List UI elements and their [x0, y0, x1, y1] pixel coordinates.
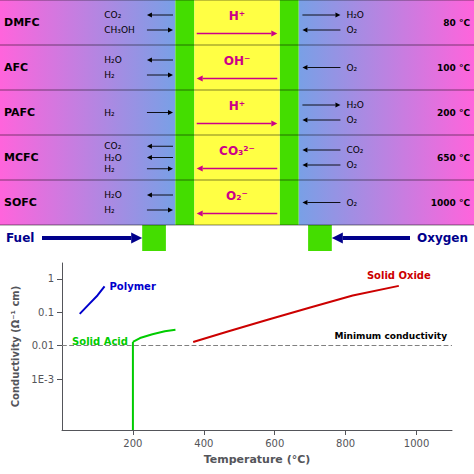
svg-text:H⁺: H⁺: [229, 99, 245, 113]
svg-text:Solid Acid: Solid Acid: [72, 336, 128, 348]
svg-text:Oxygen: Oxygen: [417, 231, 468, 245]
svg-text:MCFC: MCFC: [4, 151, 39, 164]
svg-text:O₂: O₂: [346, 160, 357, 170]
svg-text:DMFC: DMFC: [4, 16, 40, 29]
svg-text:H₂O: H₂O: [104, 190, 121, 200]
svg-text:200 °C: 200 °C: [437, 108, 470, 118]
svg-text:650 °C: 650 °C: [437, 153, 470, 163]
svg-text:CO₂: CO₂: [104, 141, 121, 151]
svg-text:1000 °C: 1000 °C: [431, 198, 471, 208]
svg-text:1: 1: [48, 273, 54, 284]
svg-text:0.01: 0.01: [32, 340, 54, 351]
svg-text:Conductivity (Ω⁻¹ cm): Conductivity (Ω⁻¹ cm): [10, 286, 21, 408]
svg-text:600: 600: [265, 438, 284, 449]
svg-text:O₂: O₂: [346, 63, 357, 73]
svg-text:H₂: H₂: [104, 108, 115, 118]
svg-text:400: 400: [194, 438, 213, 449]
svg-text:H₂O: H₂O: [346, 100, 363, 110]
svg-text:1E-3: 1E-3: [31, 374, 54, 385]
svg-text:CO₃²⁻: CO₃²⁻: [219, 144, 255, 158]
svg-text:Temperature (°C): Temperature (°C): [204, 453, 311, 466]
svg-text:O₂: O₂: [346, 198, 357, 208]
svg-text:Minimum conductivity: Minimum conductivity: [335, 331, 448, 341]
svg-text:CH₃OH: CH₃OH: [104, 25, 135, 35]
svg-text:SOFC: SOFC: [4, 196, 37, 209]
svg-text:H₂O: H₂O: [104, 55, 121, 65]
svg-text:O₂⁻: O₂⁻: [226, 189, 248, 203]
svg-text:1000: 1000: [404, 438, 429, 449]
svg-text:800: 800: [336, 438, 355, 449]
svg-text:Polymer: Polymer: [110, 281, 156, 292]
svg-text:H₂O: H₂O: [104, 153, 121, 163]
svg-text:CO₂: CO₂: [104, 10, 121, 20]
svg-text:Fuel: Fuel: [6, 231, 34, 245]
svg-text:H₂: H₂: [104, 70, 115, 80]
svg-text:H⁺: H⁺: [229, 9, 245, 23]
svg-text:PAFC: PAFC: [4, 106, 35, 119]
svg-text:H₂: H₂: [104, 205, 115, 215]
svg-text:AFC: AFC: [4, 61, 28, 74]
svg-text:H₂O: H₂O: [346, 10, 363, 20]
svg-text:O₂: O₂: [346, 115, 357, 125]
svg-text:H₂: H₂: [104, 164, 115, 174]
svg-text:Solid Oxide: Solid Oxide: [367, 270, 431, 281]
svg-text:O₂: O₂: [346, 25, 357, 35]
svg-text:200: 200: [123, 438, 142, 449]
svg-text:100 °C: 100 °C: [437, 63, 470, 73]
svg-text:80 °C: 80 °C: [443, 18, 470, 28]
svg-text:0.1: 0.1: [38, 307, 54, 318]
svg-text:OH⁻: OH⁻: [224, 54, 251, 68]
svg-text:CO₂: CO₂: [346, 145, 363, 155]
